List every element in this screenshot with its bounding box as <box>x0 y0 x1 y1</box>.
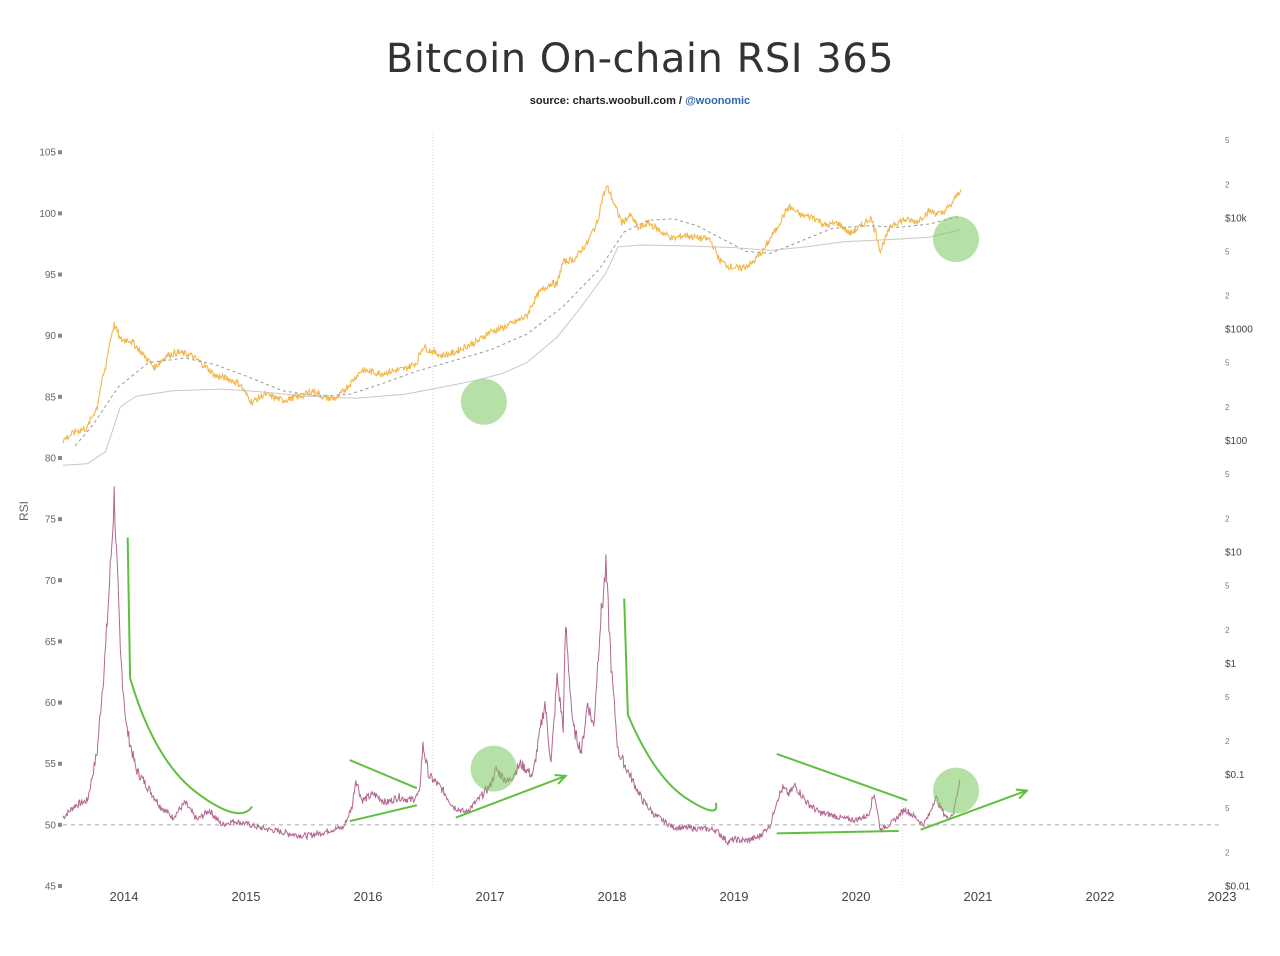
price-average-line <box>74 215 960 447</box>
y-left-tick-mark <box>58 211 62 216</box>
y-left-tick-label: 75 <box>45 515 57 526</box>
chart-title: Bitcoin On-chain RSI 365 <box>385 36 895 82</box>
right-axis: $0.1 $1 $10 $100 $1000 $10k 2 5 2 5 2 5 2 5 2 5 2 5 2 5 $0.0… <box>1225 136 1253 893</box>
x-tick-label: 2020 <box>842 889 871 904</box>
y-right-minor-tick-label: 2 <box>1225 403 1230 412</box>
y-right-minor-tick-label: 5 <box>1225 581 1230 590</box>
y-left-tick-mark <box>58 333 62 338</box>
left-axis: 45 50 55 60 65 70 75 80 85 90 95 100 105 RSI <box>17 148 62 893</box>
y-left-tick-label: 95 <box>45 270 57 281</box>
y-right-minor-tick-label: 5 <box>1225 804 1230 813</box>
x-tick-label: 2018 <box>598 889 627 904</box>
arrow-annotation <box>455 774 566 819</box>
x-tick-label: 2019 <box>720 889 749 904</box>
trendline-annotation <box>776 752 908 802</box>
y-left-tick-mark <box>58 639 62 644</box>
arrow-annotation <box>920 789 1028 831</box>
y-right-minor-tick-label: 5 <box>1225 359 1230 368</box>
y-left-tick-label: 65 <box>45 637 57 648</box>
y-left-tick-label: 45 <box>45 882 57 893</box>
y-left-tick-mark <box>58 150 62 155</box>
x-tick-label: 2023 <box>1208 889 1237 904</box>
trendline-annotation <box>776 829 899 835</box>
y-right-minor-tick-label: 2 <box>1225 292 1230 301</box>
y-left-tick-mark <box>58 517 62 522</box>
y-left-tick-label: 90 <box>45 331 57 342</box>
y-left-tick-mark <box>58 272 62 277</box>
source-prefix: source: charts.woobull.com / <box>529 95 686 107</box>
y-right-tick-label: $100 <box>1225 436 1248 447</box>
x-tick-label: 2015 <box>232 889 261 904</box>
y-right-tick-label: $10k <box>1225 213 1248 224</box>
y-left-tick-mark <box>58 578 62 583</box>
arrow-head-icon <box>1015 788 1029 800</box>
y-left-tick-mark <box>58 700 62 705</box>
y-left-tick-label: 105 <box>39 148 56 159</box>
y-left-tick-mark <box>58 761 62 766</box>
y-right-tick-label: $0.01 <box>1225 882 1250 893</box>
y-right-tick-label: $0.1 <box>1225 770 1245 781</box>
y-left-tick-mark <box>58 884 62 888</box>
y-right-minor-tick-label: 2 <box>1225 626 1230 635</box>
y-left-tick-mark <box>58 822 62 827</box>
arrow-head-icon <box>554 773 568 785</box>
y-axis-title: RSI <box>17 501 31 521</box>
trendline-annotation <box>349 759 418 790</box>
y-right-tick-label: $1000 <box>1225 325 1253 336</box>
source-handle-link[interactable]: @woonomic <box>685 95 751 107</box>
y-right-tick-label: $1 <box>1225 659 1237 670</box>
y-left-tick-label: 80 <box>45 453 57 464</box>
x-axis: 2014 2015 2016 2017 2018 2019 2020 2021 2022 2023 <box>110 889 1237 904</box>
series-layer <box>62 184 962 846</box>
y-left-tick-mark <box>58 455 62 460</box>
chart-grid <box>63 134 1222 886</box>
x-tick-label: 2021 <box>964 889 993 904</box>
rsi-series-line <box>62 486 961 846</box>
highlight-circle <box>460 378 507 425</box>
decay-curve-annotation <box>126 537 253 815</box>
trendline-annotation <box>349 804 418 823</box>
y-right-minor-tick-label: 5 <box>1225 136 1230 145</box>
highlight-circle <box>933 216 980 263</box>
decay-curve-annotation <box>623 598 718 812</box>
annotation-layer <box>126 216 1029 835</box>
y-right-minor-tick-label: 2 <box>1225 514 1230 523</box>
y-right-minor-tick-label: 5 <box>1225 470 1230 479</box>
y-left-tick-label: 50 <box>45 820 57 831</box>
x-tick-label: 2022 <box>1086 889 1115 904</box>
y-left-tick-label: 60 <box>45 698 57 709</box>
y-left-tick-mark <box>58 394 62 399</box>
price-series-line <box>62 184 962 444</box>
y-right-minor-tick-label: 5 <box>1225 693 1230 702</box>
chart-source: source: charts.woobull.com / @woonomic <box>0 95 1280 107</box>
y-left-tick-label: 85 <box>45 392 57 403</box>
x-tick-label: 2017 <box>476 889 505 904</box>
y-right-minor-tick-label: 2 <box>1225 737 1230 746</box>
y-left-tick-label: 100 <box>39 209 56 220</box>
highlight-circle <box>470 745 517 792</box>
y-left-tick-label: 70 <box>45 576 57 587</box>
y-right-minor-tick-label: 2 <box>1225 180 1230 189</box>
highlight-circle <box>933 767 980 814</box>
x-tick-label: 2016 <box>354 889 383 904</box>
x-tick-label: 2014 <box>110 889 139 904</box>
price-realized-line <box>62 229 960 466</box>
y-left-tick-label: 55 <box>45 759 57 770</box>
y-right-tick-label: $10 <box>1225 547 1242 558</box>
y-right-minor-tick-label: 2 <box>1225 848 1230 857</box>
y-right-minor-tick-label: 5 <box>1225 247 1230 256</box>
